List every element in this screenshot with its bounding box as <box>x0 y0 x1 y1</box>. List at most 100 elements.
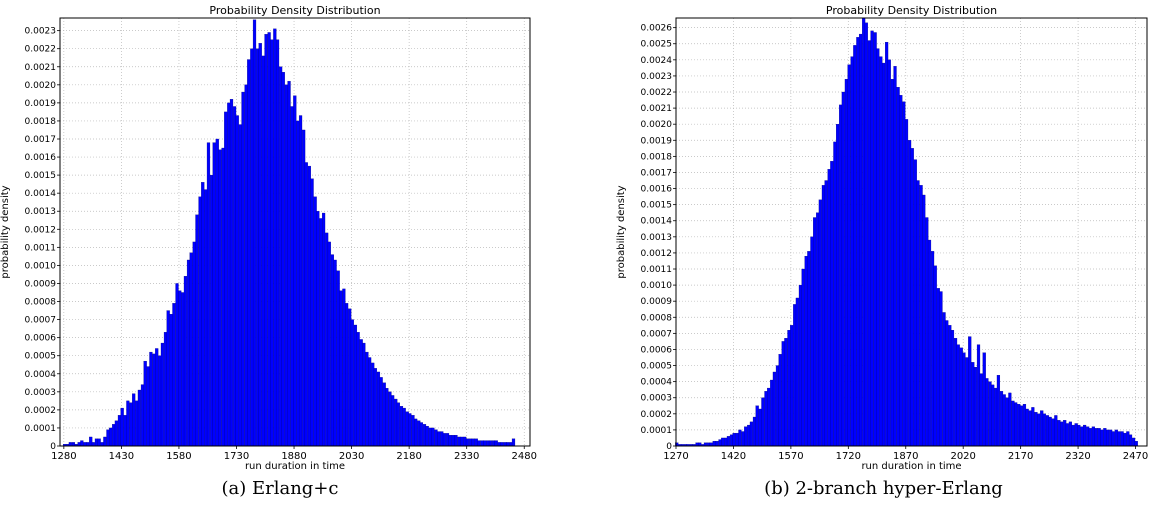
histogram-bar <box>402 407 406 447</box>
histogram-bar <box>379 377 383 447</box>
histogram-bar <box>953 338 958 447</box>
x-tick-label: 2330 <box>454 451 479 462</box>
histogram-bar <box>451 435 455 447</box>
histogram-bar <box>302 129 306 447</box>
histogram-bar <box>279 66 283 447</box>
histogram-bar <box>120 407 124 447</box>
histogram-bar <box>793 304 797 447</box>
y-tick-label: 0.0012 <box>25 225 57 235</box>
histogram-bar <box>350 319 354 447</box>
histogram-bar <box>1040 410 1044 447</box>
histogram-bar <box>178 290 182 447</box>
histogram-bar <box>1080 426 1084 447</box>
histogram-bar <box>241 91 245 447</box>
histogram-bar <box>827 169 831 447</box>
histogram-bar <box>117 415 122 447</box>
histogram-bar <box>229 99 234 447</box>
histogram-bar <box>1005 397 1009 447</box>
histogram-bar <box>821 185 826 447</box>
histogram-bar <box>1057 420 1061 447</box>
histogram-bar <box>440 431 444 447</box>
y-tick-label: 0.0023 <box>641 72 673 82</box>
histogram-bar <box>293 95 297 447</box>
histogram-bar <box>715 441 719 447</box>
histogram-bar <box>907 140 912 447</box>
y-tick-label: 0.0023 <box>25 27 57 37</box>
histogram-bar <box>362 342 366 447</box>
x-tick-label: 1870 <box>893 451 918 462</box>
histogram-bar <box>488 440 493 447</box>
histogram-bar <box>428 427 432 447</box>
histogram-bar <box>804 255 808 447</box>
caption-a: (a) Erlang+c <box>221 478 339 499</box>
histogram-bar <box>1060 421 1064 447</box>
histogram-bar <box>506 442 510 447</box>
histogram-bar <box>867 40 871 447</box>
histogram-bar <box>172 303 176 447</box>
histogram-bar <box>281 72 285 447</box>
y-tick-label: 0.0013 <box>641 233 673 243</box>
histogram-bar <box>841 91 845 447</box>
histogram-bar <box>307 165 311 447</box>
histogram-bar <box>1128 434 1133 447</box>
histogram-bar <box>1103 428 1107 447</box>
x-axis-label: run duration in time <box>245 461 345 472</box>
histogram-bar <box>442 433 447 447</box>
histogram-bar <box>1037 413 1041 447</box>
histogram-bar <box>853 45 857 447</box>
x-tick-label: 1280 <box>51 451 76 462</box>
histogram-bar <box>273 28 277 447</box>
y-tick-label: 0 <box>50 442 56 452</box>
histogram-bar <box>772 371 776 447</box>
histogram-bar <box>1123 432 1127 447</box>
y-tick-label: 0.0026 <box>641 24 673 34</box>
histogram-bar <box>483 440 487 447</box>
y-tick-label: 0.0017 <box>641 168 673 178</box>
y-tick-label: 0.0008 <box>25 298 57 308</box>
histogram-bar <box>394 398 398 447</box>
histogram-bar <box>109 427 113 447</box>
x-tick-label: 2320 <box>1065 451 1090 462</box>
histogram-bar <box>1111 431 1115 447</box>
x-tick-label: 1720 <box>836 451 861 462</box>
x-tick-label: 1730 <box>224 451 249 462</box>
histogram-bar <box>373 368 377 447</box>
histogram-bar <box>356 332 360 447</box>
histogram-bar <box>936 288 940 447</box>
histogram-bar <box>758 408 762 447</box>
histogram-bar <box>258 43 262 447</box>
histogram-bar <box>1034 412 1038 447</box>
histogram-bar <box>962 352 966 447</box>
histogram-bar <box>879 56 883 447</box>
histogram-bar <box>221 147 225 447</box>
x-tick-label: 1570 <box>778 451 803 462</box>
histogram-bar <box>850 56 854 447</box>
histogram-bar <box>996 375 1001 447</box>
histogram-bar <box>149 351 153 447</box>
histogram-bar <box>132 393 136 447</box>
histogram-bar <box>94 438 99 447</box>
histogram-bar <box>1105 429 1110 447</box>
histogram-bar <box>775 365 780 447</box>
histogram-bar <box>752 416 757 447</box>
histogram-bar <box>1126 431 1130 447</box>
histogram-bar <box>1019 405 1023 447</box>
y-tick-label: 0.0006 <box>641 345 673 355</box>
histogram-bar <box>847 64 851 447</box>
histogram-bar <box>333 259 337 447</box>
histogram-bar <box>942 312 946 447</box>
histogram-bar <box>798 284 803 447</box>
y-tick-label: 0.0007 <box>25 316 57 326</box>
histogram-bar <box>795 297 799 447</box>
histogram-bar <box>511 438 516 447</box>
histogram-bar <box>310 178 314 447</box>
histogram-bar <box>189 252 193 447</box>
histogram-bar <box>405 411 409 447</box>
y-tick-label: 0.0009 <box>641 297 673 307</box>
histogram-bar <box>726 436 731 447</box>
histogram-bar <box>1134 441 1138 447</box>
histogram-bar <box>382 382 386 447</box>
histogram-bar <box>218 149 222 447</box>
histogram-bar <box>353 324 358 447</box>
histogram-bar <box>870 30 874 447</box>
